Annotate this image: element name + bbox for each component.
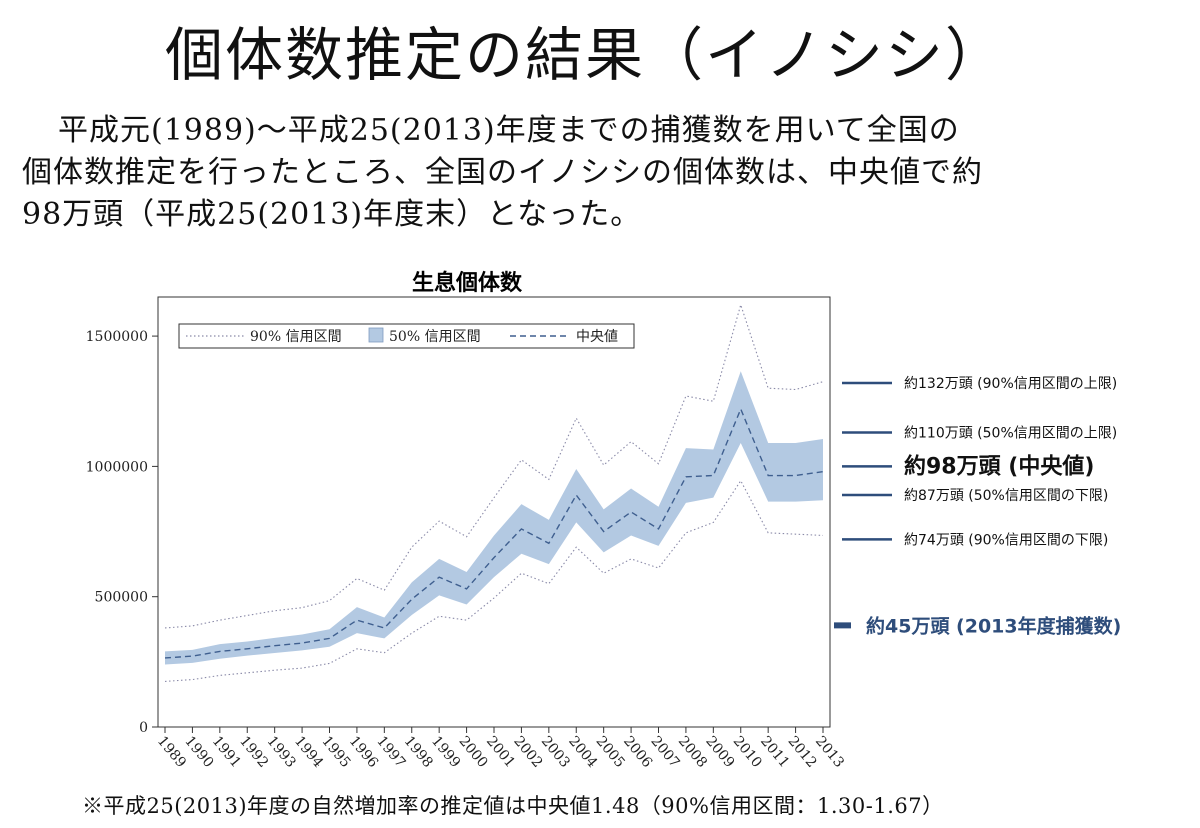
intro-text: 平成元(1989)～平成25(2013)年度までの捕獲数を用いて全国の 個体数推… xyxy=(22,110,1182,236)
ci90-lower-line xyxy=(164,479,824,682)
plot-frame xyxy=(157,296,831,728)
legend-label-ci50: 50% 信用区間 xyxy=(389,329,481,345)
x-tick-label: 2004 xyxy=(565,733,600,771)
x-tick-label: 2010 xyxy=(730,733,765,771)
x-tick-label: 2005 xyxy=(593,733,628,771)
annotation-label: 約132万頭 (90%信用区間の上限) xyxy=(904,376,1117,392)
x-tick-label: 1992 xyxy=(236,733,271,771)
slide-title: 個体数推定の結果（イノシシ） xyxy=(164,21,1005,89)
x-tick-label: 1991 xyxy=(209,733,244,771)
x-tick-label: 2000 xyxy=(456,733,491,771)
y-tick-label: 1000000 xyxy=(86,459,148,475)
legend-swatch-ci50 xyxy=(368,327,384,343)
intro-line-1: 平成元(1989)～平成25(2013)年度までの捕獲数を用いて全国の xyxy=(58,113,960,148)
x-tick-label: 1996 xyxy=(346,733,381,771)
x-tick-label: 1990 xyxy=(181,733,216,771)
footnote: ※平成25(2013)年度の自然増加率の推定値は中央値1.48（90%信用区間：… xyxy=(82,794,944,818)
x-tick-label: 2003 xyxy=(538,733,573,771)
annotation-label: 約98万頭 (中央値) xyxy=(904,453,1094,479)
annotation-label: 約87万頭 (50%信用区間の下限) xyxy=(904,488,1108,504)
annotation-label: 約110万頭 (50%信用区間の上限) xyxy=(904,426,1117,442)
legend-label-median: 中央値 xyxy=(576,329,618,345)
annotation-label: 約45万頭 (2013年度捕獲数) xyxy=(866,614,1121,637)
y-tick-label: 0 xyxy=(139,720,148,736)
plot-layer xyxy=(164,302,824,682)
x-tick-label: 1989 xyxy=(154,733,189,771)
x-tick-label: 2009 xyxy=(702,733,737,771)
x-tick-label: 2002 xyxy=(510,733,545,771)
x-tick-label: 2012 xyxy=(785,733,820,771)
y-tick-label: 1500000 xyxy=(86,329,148,345)
x-tick-label: 1999 xyxy=(428,733,463,771)
legend: 90% 信用区間 50% 信用区間 中央値 xyxy=(178,323,635,349)
annotation-layer: 約132万頭 (90%信用区間の上限) 約110万頭 (50%信用区間の上限) 約9… xyxy=(834,376,1121,637)
population-chart: 生息個体数 0500000100000015000001989199019911… xyxy=(86,270,1122,771)
ci90-upper-line xyxy=(164,302,824,629)
median-line xyxy=(164,407,824,659)
annotation-label: 約74万頭 (90%信用区間の下限) xyxy=(904,532,1108,548)
legend-label-ci90: 90% 信用区間 xyxy=(250,329,342,345)
legend-frame xyxy=(178,323,635,349)
x-tick-label: 1998 xyxy=(401,733,436,771)
x-tick-label: 2001 xyxy=(483,733,518,771)
x-tick-label: 2008 xyxy=(675,733,710,771)
x-tick-label: 1997 xyxy=(373,733,408,771)
x-tick-label: 1995 xyxy=(318,733,353,771)
ci50-band xyxy=(165,371,823,665)
intro-line-2: 個体数推定を行ったところ、全国のイノシシの個体数は、中央値で約 xyxy=(22,155,983,190)
x-tick-label: 2007 xyxy=(647,733,682,771)
x-tick-label: 2011 xyxy=(757,733,792,771)
x-tick-label: 2013 xyxy=(812,733,847,771)
y-tick-label: 500000 xyxy=(95,590,148,606)
x-tick-label: 1993 xyxy=(264,733,299,771)
chart-title: 生息個体数 xyxy=(412,270,523,296)
x-tick-label: 1994 xyxy=(291,733,326,771)
intro-line-3: 98万頭（平成25(2013)年度末）となった。 xyxy=(22,197,642,232)
x-tick-label: 2006 xyxy=(620,733,655,771)
